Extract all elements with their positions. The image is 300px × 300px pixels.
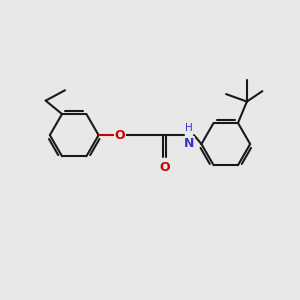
Text: O: O (115, 129, 125, 142)
Text: O: O (159, 161, 170, 174)
Text: H: H (185, 123, 193, 133)
Text: N: N (184, 136, 194, 150)
